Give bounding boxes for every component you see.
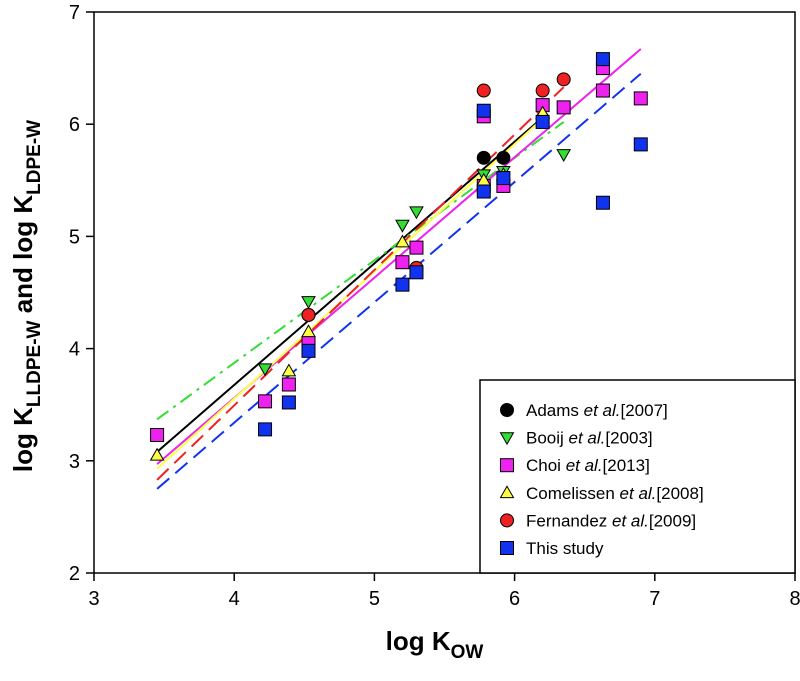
- point-choi: [281, 377, 296, 392]
- point-fernandez: [476, 83, 491, 98]
- point-this_study: [395, 277, 410, 292]
- legend-label-choi: Choi et al.[2013]: [526, 456, 650, 475]
- point-this_study: [476, 184, 491, 199]
- point-choi: [258, 394, 273, 409]
- y-axis-title-subscript: LDPE-W: [24, 120, 45, 195]
- x-tick-label: 5: [369, 588, 380, 610]
- fit-line-booij: [156, 121, 565, 421]
- legend-label-cornelissen: Comelissen et al.[2008]: [526, 484, 704, 503]
- y-tick-label: 5: [69, 226, 80, 248]
- point-choi: [395, 255, 410, 270]
- point-choi: [556, 100, 571, 115]
- legend-marker-booij: [499, 432, 515, 446]
- point-cornelissen: [281, 363, 297, 377]
- legend: Adams et al.[2007] Booij et al.[2003] Choi…: [479, 379, 796, 574]
- legend-label-booij: Booij et al.[2003]: [526, 429, 653, 448]
- x-axis-title-subscript: OW: [451, 642, 484, 663]
- legend-marker-cornelissen: [499, 485, 515, 499]
- point-this_study: [281, 395, 296, 410]
- point-booij: [257, 363, 273, 377]
- legend-marker-fernandez: [500, 513, 514, 528]
- y-axis-title-main: log K: [8, 407, 38, 472]
- point-this_study: [476, 103, 491, 118]
- point-booij: [556, 149, 572, 163]
- point-this_study: [301, 343, 316, 358]
- point-cornelissen: [395, 234, 410, 248]
- legend-marker-adams: [500, 403, 514, 417]
- point-booij: [395, 219, 410, 233]
- point-choi: [633, 91, 648, 106]
- data-points: [149, 52, 648, 461]
- point-this_study: [535, 114, 550, 129]
- y-tick-label: 2: [69, 563, 80, 585]
- y-tick-label: 4: [69, 339, 80, 361]
- plot-area-frame: [93, 11, 796, 574]
- legend-label-fernandez: Fernandez et al.[2009]: [526, 511, 696, 530]
- x-axis-title: log KOW: [386, 626, 484, 663]
- legend-box: [479, 379, 796, 574]
- x-axis-title-main: log K: [386, 626, 451, 656]
- point-this_study: [595, 195, 610, 210]
- point-choi: [595, 83, 610, 98]
- point-this_study: [496, 171, 511, 186]
- x-tick-label: 3: [88, 588, 99, 610]
- fit-line-fernandez: [156, 86, 565, 481]
- fit-line-adams: [156, 116, 544, 453]
- point-fernandez: [301, 307, 316, 322]
- point-fernandez: [535, 83, 550, 98]
- y-tick-label: 7: [69, 2, 80, 24]
- y-tick-label: 3: [69, 451, 80, 473]
- y-axis-title-main: and log K: [8, 195, 38, 321]
- legend-label-this_study: This study: [526, 539, 604, 558]
- point-this_study: [633, 137, 648, 152]
- x-tick-label: 7: [649, 588, 660, 610]
- point-adams: [496, 150, 511, 165]
- y-axis-title: log KLLDPE-W and log KLDPE-W: [8, 120, 45, 472]
- x-tick-label: 8: [789, 588, 800, 610]
- point-fernandez: [556, 72, 571, 87]
- x-tick-label: 4: [229, 588, 240, 610]
- point-this_study: [595, 52, 610, 67]
- point-cornelissen: [149, 447, 165, 461]
- point-adams: [476, 150, 491, 165]
- point-choi: [150, 427, 165, 442]
- legend-marker-choi: [500, 458, 514, 473]
- point-booij: [409, 206, 424, 220]
- y-axis-title-subscript: LLDPE-W: [24, 320, 45, 407]
- point-choi: [409, 240, 424, 255]
- point-this_study: [258, 422, 273, 437]
- point-this_study: [409, 265, 424, 280]
- point-cornelissen: [301, 324, 316, 338]
- x-tick-label: 6: [509, 588, 520, 610]
- legend-label-adams: Adams et al.[2007]: [526, 401, 668, 420]
- legend-marker-this_study: [500, 541, 514, 555]
- y-tick-label: 6: [69, 114, 80, 136]
- point-booij: [301, 296, 316, 309]
